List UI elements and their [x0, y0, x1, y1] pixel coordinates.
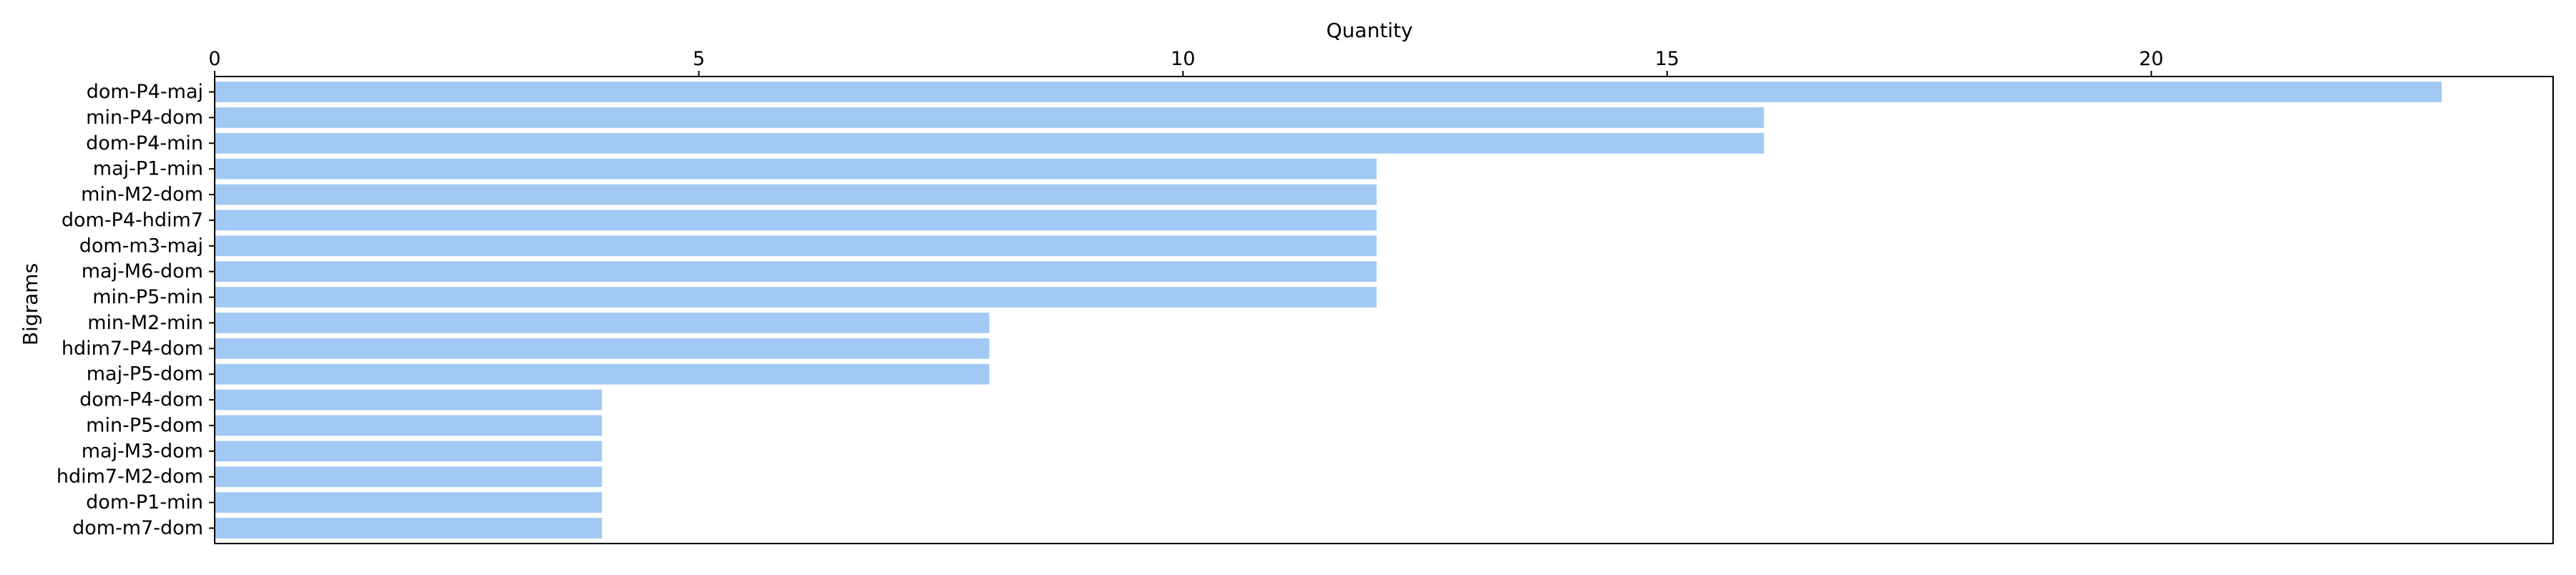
x-tick-label: 5: [693, 48, 705, 70]
y-tick-label: min-P5-min: [92, 286, 203, 308]
bar-hdim7-P4-dom: [215, 338, 990, 359]
bar-min-M2-min: [215, 313, 990, 333]
y-tick-label: hdim7-P4-dom: [62, 338, 203, 360]
bar-dom-P1-min: [215, 492, 602, 513]
y-tick-label: dom-P4-hdim7: [62, 209, 203, 231]
bar-dom-P4-min: [215, 132, 1765, 154]
bar-min-P5-min: [215, 287, 1377, 308]
y-ticks: dom-P4-maj min-P4-dom dom-P4-min maj-P1-min…: [57, 81, 215, 539]
bar-min-P4-dom: [215, 107, 1765, 128]
y-tick-label: hdim7-M2-dom: [57, 466, 203, 488]
bar-maj-P5-dom: [215, 363, 990, 385]
y-tick-label: min-P4-dom: [86, 107, 203, 129]
bar-min-P5-dom: [215, 415, 602, 436]
y-tick-label: dom-P4-dom: [79, 389, 203, 411]
bar-dom-m3-maj: [215, 235, 1377, 257]
y-tick-label: maj-P1-min: [93, 158, 203, 180]
plot-frame: [214, 76, 2554, 544]
bar-maj-P1-min: [215, 158, 1377, 180]
y-tick-label: dom-P4-maj: [87, 81, 203, 103]
bar-dom-P4-maj: [215, 82, 2442, 102]
bars-layer: [215, 82, 2442, 539]
x-tick-label: 0: [208, 48, 220, 70]
bar-maj-M6-dom: [215, 261, 1377, 282]
y-tick-label: maj-P5-dom: [87, 363, 203, 385]
x-tick-label: 10: [1171, 48, 1195, 70]
bar-dom-m7-dom: [215, 518, 602, 539]
y-tick-label: min-M2-dom: [81, 184, 203, 206]
y-axis-label: Bigrams: [19, 263, 42, 345]
x-tick-label: 20: [2139, 48, 2163, 70]
bar-dom-P4-dom: [215, 389, 602, 411]
y-tick-label: dom-P4-min: [86, 132, 203, 154]
y-tick-label: maj-M6-dom: [82, 260, 203, 282]
y-tick-label: min-P5-dom: [86, 414, 203, 436]
y-tick-label: min-M2-min: [87, 312, 203, 334]
y-tick-label: dom-P1-min: [86, 491, 203, 513]
x-axis-label: Quantity: [1327, 19, 1413, 42]
y-tick-label: maj-M3-dom: [82, 440, 203, 462]
y-tick-label: dom-m7-dom: [72, 517, 203, 539]
bar-maj-M3-dom: [215, 441, 602, 462]
bar-min-M2-dom: [215, 184, 1377, 205]
bar-dom-P4-hdim7: [215, 210, 1377, 231]
x-ticks: 0 5 10 15 20: [208, 48, 2164, 77]
y-tick-label: dom-m3-maj: [79, 235, 203, 257]
x-tick-label: 15: [1655, 48, 1679, 70]
bar-hdim7-M2-dom: [215, 466, 602, 488]
